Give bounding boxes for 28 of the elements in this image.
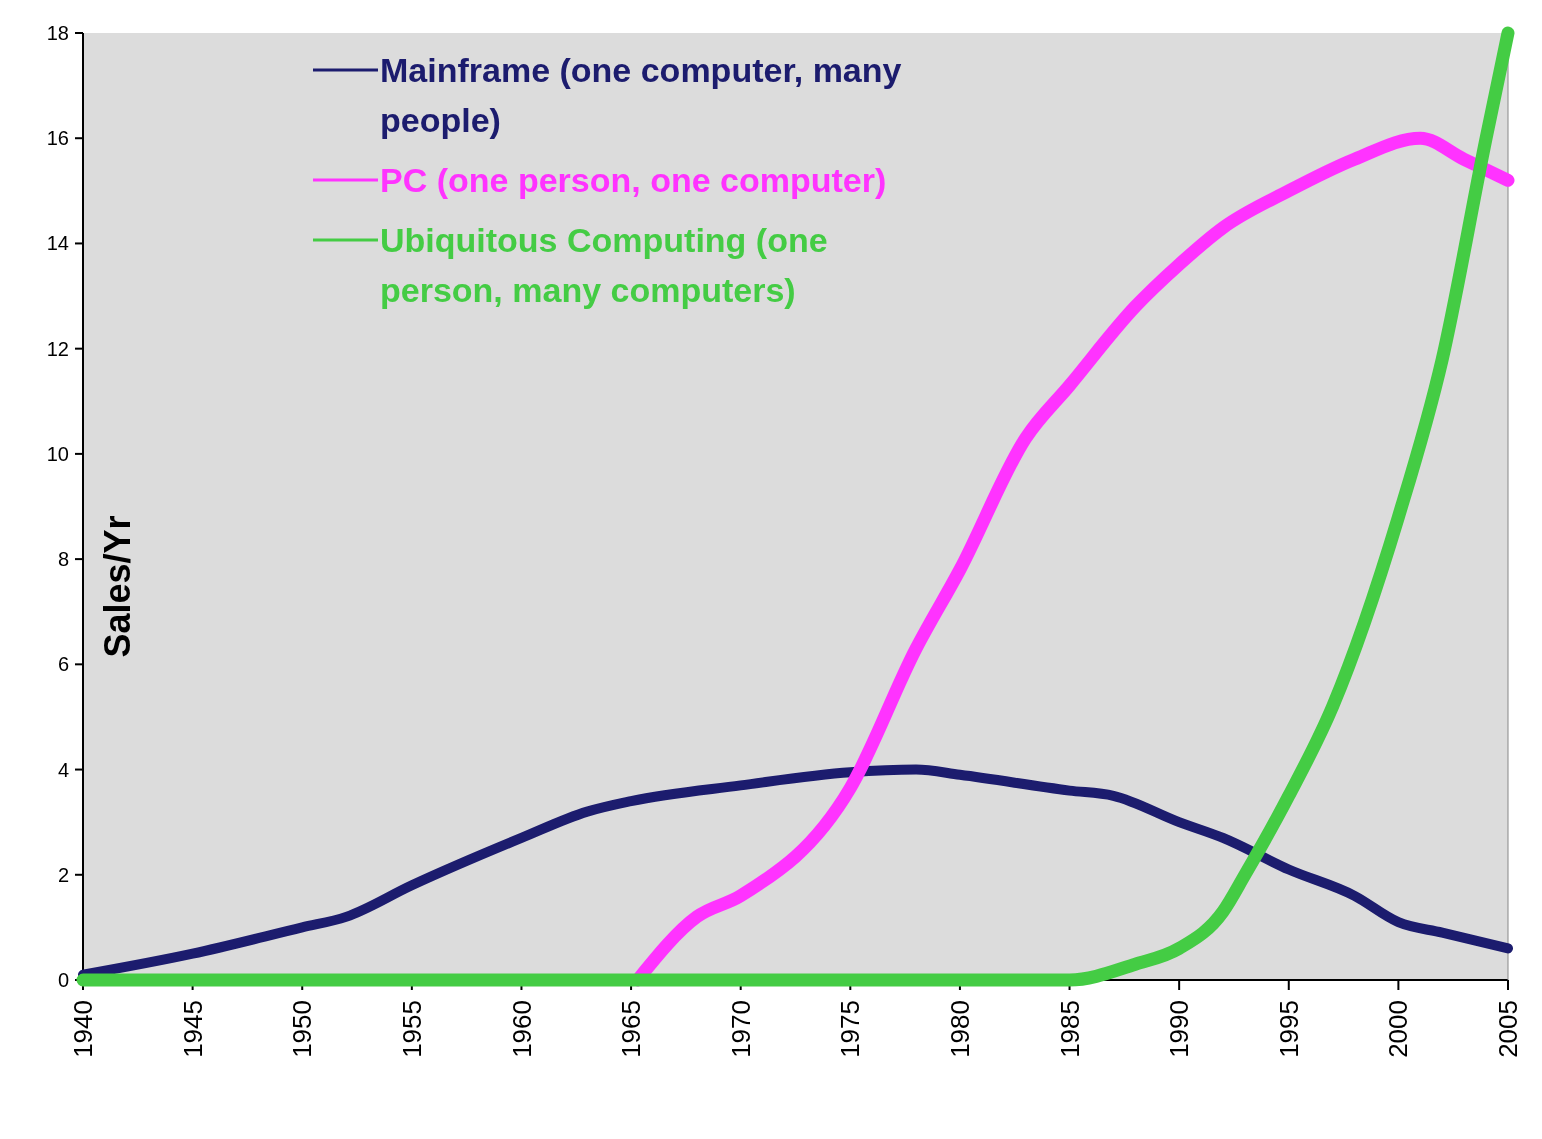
y-tick-label: 8 xyxy=(57,548,69,571)
x-tick-label: 1945 xyxy=(177,1000,208,1058)
x-tick-label: 2000 xyxy=(1383,1000,1414,1058)
y-tick-label: 14 xyxy=(46,232,69,255)
x-tick-label: 1955 xyxy=(396,1000,427,1058)
x-tick-label: 1940 xyxy=(68,1000,99,1058)
y-tick-label: 12 xyxy=(46,337,69,360)
y-axis-title: Sales/Yr xyxy=(97,515,138,658)
y-tick-label: 18 xyxy=(46,22,69,44)
x-tick-label: 1990 xyxy=(1164,1000,1195,1058)
legend-label: PC (one person, one computer) xyxy=(380,160,887,199)
legend-label: Ubiquitous Computing (one person, many computers) xyxy=(380,220,828,309)
legend-label: Mainframe (one computer, many people) xyxy=(380,50,902,139)
y-tick-label: 16 xyxy=(46,127,69,150)
x-tick-label: 2005 xyxy=(1493,1000,1524,1058)
y-tick-label: 0 xyxy=(57,969,69,991)
x-tick-label: 1965 xyxy=(616,1000,647,1058)
y-tick-label: 10 xyxy=(46,442,69,465)
x-tick-label: 1975 xyxy=(835,1000,866,1058)
x-tick-label: 1950 xyxy=(287,1000,318,1058)
x-tick-label: 1970 xyxy=(725,1000,756,1058)
x-tick-label: 1985 xyxy=(1054,1000,1085,1058)
x-tick-label: 1995 xyxy=(1273,1000,1304,1058)
x-tick-label: 1960 xyxy=(506,1000,537,1058)
y-tick-label: 2 xyxy=(57,863,69,886)
y-tick-label: 6 xyxy=(57,653,69,676)
y-tick-label: 4 xyxy=(57,758,69,781)
x-tick-label: 1980 xyxy=(945,1000,976,1058)
